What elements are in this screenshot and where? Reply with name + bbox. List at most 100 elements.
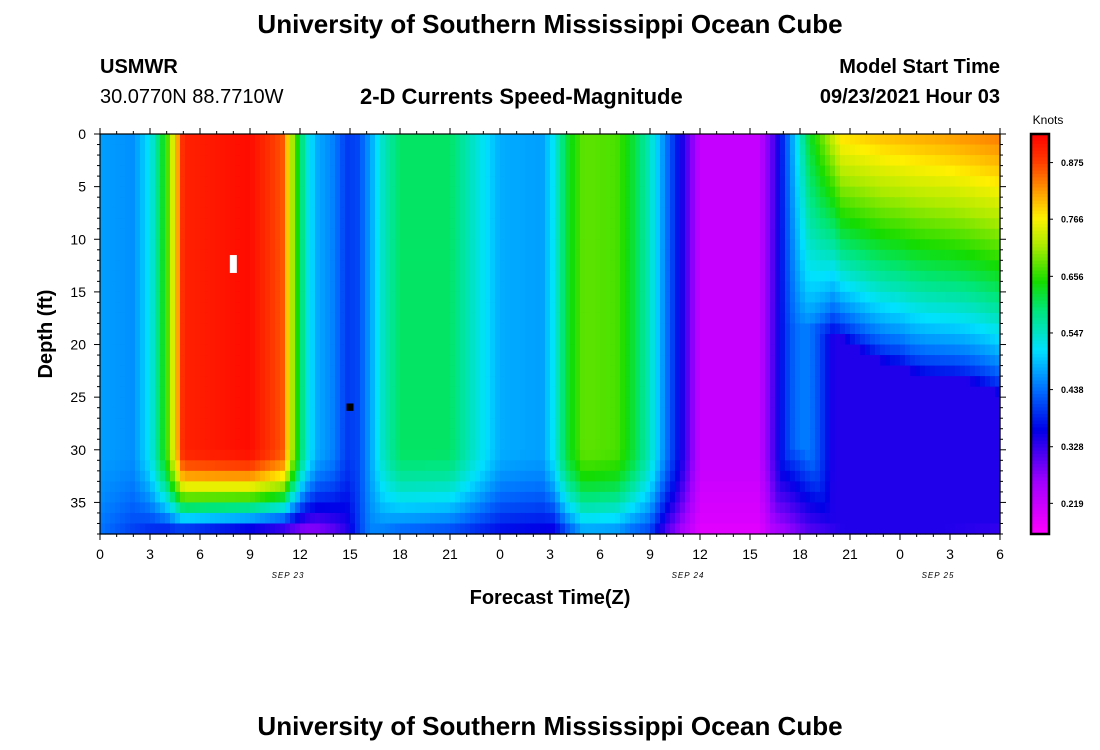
heatmap-cell <box>300 491 306 504</box>
heatmap-cell <box>650 291 656 304</box>
heatmap-cell <box>510 355 516 367</box>
heatmap-cell <box>650 355 656 367</box>
heatmap-cell <box>285 407 291 419</box>
heatmap-cell <box>485 418 491 430</box>
heatmap-cell <box>525 418 531 430</box>
heatmap-cell <box>565 155 571 167</box>
heatmap-cell <box>380 334 386 346</box>
heatmap-cell <box>120 207 126 219</box>
heatmap-cell <box>405 355 411 367</box>
heatmap-cell <box>685 134 691 146</box>
heatmap-cell <box>265 428 271 440</box>
heatmap-cell <box>240 523 246 535</box>
heatmap-cell <box>740 334 746 346</box>
heatmap-cell <box>290 355 296 367</box>
heatmap-cell <box>725 239 731 251</box>
heatmap-cell <box>305 502 311 514</box>
heatmap-cell <box>475 197 481 209</box>
heatmap-cell <box>160 481 166 493</box>
heatmap-cell <box>135 418 141 430</box>
heatmap-cell <box>305 207 311 219</box>
heatmap-cell <box>590 439 596 451</box>
heatmap-cell <box>205 428 211 440</box>
heatmap-cell <box>720 207 726 219</box>
heatmap-cell <box>130 207 136 219</box>
heatmap-cell <box>595 355 601 367</box>
heatmap-cell <box>375 260 381 272</box>
heatmap-cell <box>245 460 251 472</box>
heatmap-cell <box>670 376 676 388</box>
heatmap-cell <box>220 323 226 335</box>
heatmap-cell <box>485 397 491 409</box>
heatmap-cell <box>585 323 591 335</box>
heatmap-cell <box>310 428 316 440</box>
heatmap-cell <box>290 386 296 398</box>
heatmap-cell <box>630 491 636 504</box>
heatmap-cell <box>265 302 271 314</box>
heatmap-cell <box>530 165 536 177</box>
heatmap-cell <box>570 281 576 293</box>
heatmap-cell <box>195 260 201 272</box>
heatmap-cell <box>740 197 746 209</box>
heatmap-cell <box>470 397 476 409</box>
heatmap-cell <box>535 144 541 156</box>
heatmap-cell <box>350 439 356 451</box>
heatmap-cell <box>700 228 706 240</box>
heatmap-cell <box>200 155 206 167</box>
heatmap-cell <box>380 428 386 440</box>
heatmap-cell <box>515 355 521 367</box>
heatmap-cell <box>325 302 331 314</box>
heatmap-cell <box>125 460 131 472</box>
heatmap-cell <box>280 176 286 188</box>
heatmap-cell <box>645 397 651 409</box>
heatmap-cell <box>225 376 231 388</box>
heatmap-cell <box>205 281 211 293</box>
heatmap-cell <box>155 207 161 219</box>
heatmap-cell <box>365 197 371 209</box>
heatmap-cell <box>520 323 526 335</box>
heatmap-cell <box>315 281 321 293</box>
heatmap-cell <box>515 134 521 146</box>
heatmap-cell <box>160 281 166 293</box>
heatmap-cell <box>110 239 116 251</box>
heatmap-cell <box>620 439 626 451</box>
heatmap-cell <box>195 197 201 209</box>
heatmap-cell <box>475 323 481 335</box>
heatmap-cell <box>240 428 246 440</box>
heatmap-cell <box>750 355 756 367</box>
heatmap-cell <box>230 207 236 219</box>
heatmap-cell <box>675 323 681 335</box>
heatmap-cell <box>430 439 436 451</box>
heatmap-cell <box>695 323 701 335</box>
heatmap-cell <box>255 228 261 240</box>
heatmap-cell <box>155 365 161 377</box>
heatmap-cell <box>165 323 171 335</box>
heatmap-cell <box>310 281 316 293</box>
heatmap-cell <box>150 407 156 419</box>
heatmap-cell <box>580 134 586 146</box>
heatmap-cell <box>105 260 111 272</box>
heatmap-cell <box>290 418 296 430</box>
heatmap-cell <box>600 481 606 493</box>
heatmap-cell <box>310 260 316 272</box>
heatmap-cell <box>295 491 301 504</box>
heatmap-cell <box>685 207 691 219</box>
heatmap-cell <box>735 439 741 451</box>
heatmap-cell <box>520 291 526 304</box>
heatmap-cell <box>715 155 721 167</box>
heatmap-cell <box>100 260 106 272</box>
heatmap-cell <box>220 144 226 156</box>
heatmap-cell <box>625 302 631 314</box>
heatmap-cell <box>160 228 166 240</box>
heatmap-cell <box>165 334 171 346</box>
heatmap-cell <box>545 397 551 409</box>
heatmap-cell <box>395 176 401 188</box>
heatmap-cell <box>710 197 716 209</box>
heatmap-cell <box>115 270 121 282</box>
heatmap-cell <box>705 302 711 314</box>
heatmap-cell <box>505 291 511 304</box>
heatmap-cell <box>610 239 616 251</box>
heatmap-cell <box>165 502 171 514</box>
heatmap-cell <box>205 207 211 219</box>
heatmap-cell <box>105 386 111 398</box>
